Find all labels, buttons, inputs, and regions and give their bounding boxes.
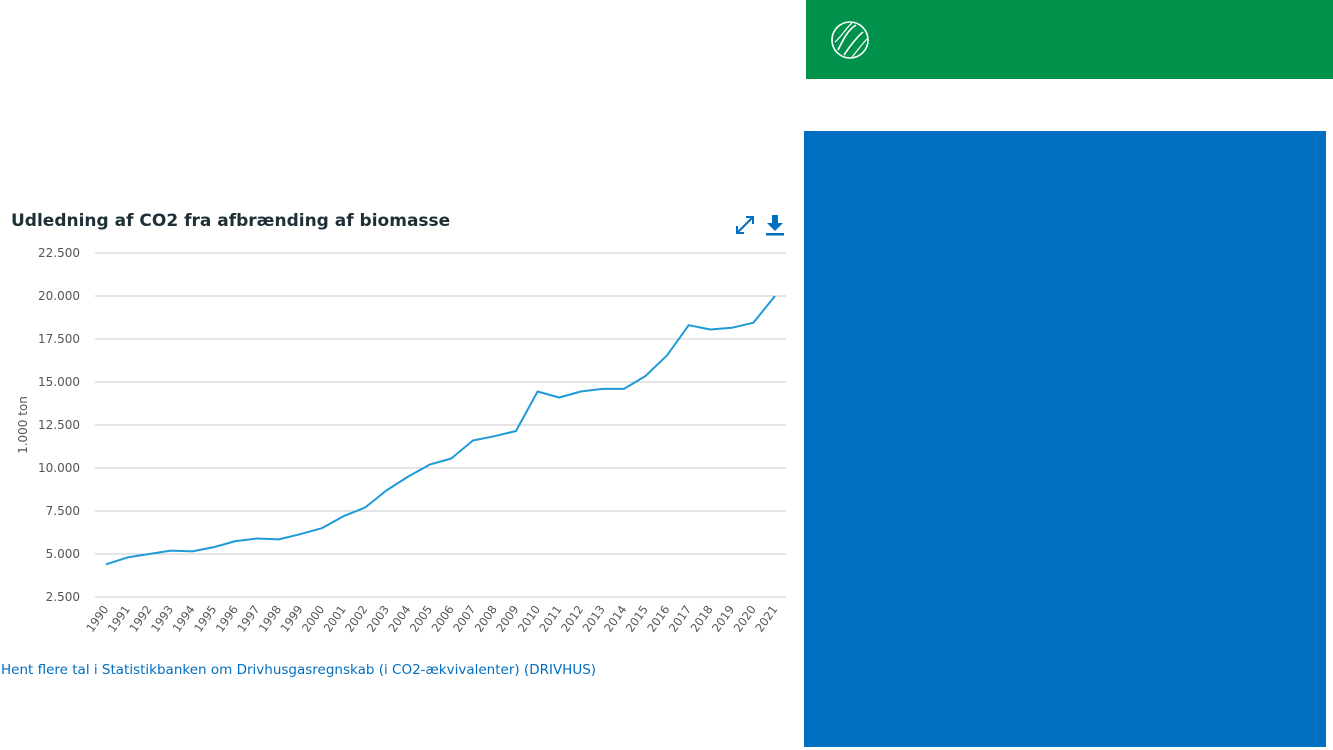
x-tick-label: 2001: [321, 603, 349, 635]
x-tick-label: 1997: [234, 603, 262, 635]
data-point[interactable]: [492, 434, 496, 438]
y-tick-label: 22.500: [38, 246, 80, 260]
series-line: [105, 295, 776, 566]
y-tick-label: 12.500: [38, 418, 80, 432]
expand-icon[interactable]: [733, 213, 757, 237]
data-point[interactable]: [622, 387, 626, 391]
data-point[interactable]: [579, 389, 583, 393]
x-tick-label: 2020: [731, 603, 759, 635]
data-point[interactable]: [233, 539, 237, 543]
data-point[interactable]: [428, 463, 432, 467]
chart-title: Udledning af CO2 fra afbrænding af bioma…: [11, 211, 451, 231]
x-tick-label: 2006: [428, 603, 456, 635]
data-point[interactable]: [212, 545, 216, 549]
data-point[interactable]: [644, 374, 648, 378]
data-point[interactable]: [687, 323, 691, 327]
data-point[interactable]: [449, 457, 453, 461]
x-tick-label: 2012: [558, 603, 586, 635]
data-point[interactable]: [126, 555, 130, 559]
data-point[interactable]: [471, 438, 475, 442]
x-tick-label: 2019: [709, 603, 737, 635]
x-tick-label: 2009: [493, 603, 521, 635]
data-point[interactable]: [320, 526, 324, 530]
x-tick-label: 2003: [364, 603, 392, 635]
x-tick-label: 2004: [385, 603, 413, 635]
x-tick-label: 1999: [277, 603, 305, 635]
line-chart: 2.500 5.000 7.500 10.000 12.500 15.000 17.500 2…: [16, 246, 786, 635]
x-tick-label: 1991: [105, 603, 133, 635]
y-tick-label: 2.500: [46, 590, 80, 604]
x-tick-label: 2005: [407, 603, 435, 635]
y-tick-label: 7.500: [46, 504, 80, 518]
y-tick-label: 17.500: [38, 332, 80, 346]
data-point[interactable]: [255, 537, 259, 541]
x-tick-label: 2011: [536, 603, 564, 635]
side-panel: [804, 131, 1326, 747]
y-tick-label: 15.000: [38, 375, 80, 389]
data-point[interactable]: [751, 321, 755, 325]
x-tick-label: 2008: [472, 603, 500, 635]
header-bar: [806, 0, 1333, 79]
download-icon[interactable]: [763, 213, 787, 237]
y-tick-label: 5.000: [46, 547, 80, 561]
data-point[interactable]: [363, 506, 367, 510]
data-point[interactable]: [147, 552, 151, 556]
x-tick-label: 1998: [256, 603, 284, 635]
data-point[interactable]: [730, 326, 734, 330]
data-point[interactable]: [406, 475, 410, 479]
x-tick-label: 1996: [213, 603, 241, 635]
x-tick-label: 1993: [148, 603, 176, 635]
x-tick-label: 1994: [170, 603, 198, 635]
x-tick-label: 2018: [687, 603, 715, 635]
data-point[interactable]: [298, 532, 302, 536]
statistikbanken-link[interactable]: Hent flere tal i Statistikbanken om Driv…: [1, 662, 597, 678]
data-point[interactable]: [514, 429, 518, 433]
x-tick-label: 1995: [191, 603, 219, 635]
y-tick-label: 20.000: [38, 289, 80, 303]
data-point[interactable]: [536, 389, 540, 393]
data-point[interactable]: [341, 514, 345, 518]
x-tick-label: 2013: [580, 603, 608, 635]
x-tick-label: 2021: [752, 603, 780, 635]
data-point[interactable]: [277, 537, 281, 541]
dst-logo-icon[interactable]: [830, 20, 870, 60]
data-point[interactable]: [385, 488, 389, 492]
data-point[interactable]: [665, 353, 669, 357]
x-tick-label: 2015: [623, 603, 651, 635]
x-tick-label: 1992: [126, 603, 154, 635]
data-point[interactable]: [600, 387, 604, 391]
data-point[interactable]: [104, 562, 108, 566]
x-tick-label: 2016: [644, 603, 672, 635]
x-tick-label: 2014: [601, 603, 629, 635]
data-point[interactable]: [773, 294, 777, 298]
data-point[interactable]: [557, 395, 561, 399]
x-tick-label: 2007: [450, 603, 478, 635]
x-tick-label: 1990: [83, 603, 111, 635]
x-tick-label: 2017: [666, 603, 694, 635]
data-point[interactable]: [169, 549, 173, 553]
x-tick-label: 2002: [342, 603, 370, 635]
y-tick-label: 10.000: [38, 461, 80, 475]
data-point[interactable]: [190, 549, 194, 553]
x-tick-label: 2010: [515, 603, 543, 635]
data-point[interactable]: [708, 328, 712, 332]
x-tick-label: 2000: [299, 603, 327, 635]
y-axis-label: 1.000 ton: [16, 396, 30, 454]
